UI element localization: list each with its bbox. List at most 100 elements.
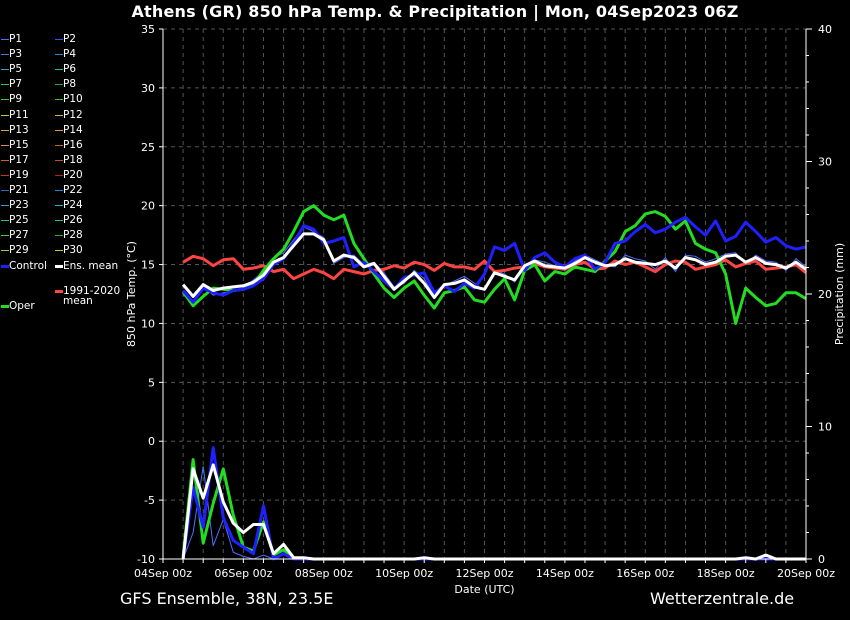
legend-swatch: [55, 264, 63, 268]
legend-label: P4: [63, 48, 77, 61]
legend-swatch: [1, 54, 9, 56]
y-tick-label: 25: [141, 141, 155, 154]
legend-swatch: [1, 205, 9, 207]
legend-label: P12: [63, 108, 83, 121]
y-axis-label: 850 hPa Temp. (°C): [125, 241, 138, 347]
legend-label: P20: [63, 168, 83, 181]
x-tick-label: 16Sep 00z: [616, 567, 674, 580]
legend-swatch: [1, 235, 9, 237]
legend-swatch: [55, 290, 63, 294]
x-tick-label: 08Sep 00z: [295, 567, 353, 580]
legend-label: P26: [63, 214, 83, 227]
x-tick-label: 04Sep 00z: [134, 567, 192, 580]
x-tick-label: 14Sep 00z: [536, 567, 594, 580]
legend-swatch: [1, 84, 9, 86]
legend-swatch: [55, 129, 63, 131]
legend-swatch: [1, 99, 9, 101]
y2-axis-label: Precipitation (mm): [833, 243, 846, 345]
legend-label: P10: [63, 93, 83, 106]
y-tick-label: 15: [141, 259, 155, 272]
page-title: Athens (GR) 850 hPa Temp. & Precipitatio…: [131, 2, 739, 21]
legend-label: P8: [63, 78, 77, 91]
legend-swatch: [55, 190, 63, 191]
legend-swatch: [1, 114, 9, 116]
legend-label: P16: [63, 138, 83, 151]
legend-label: Control: [9, 259, 47, 272]
legend-label: P29: [9, 244, 29, 257]
legend-swatch: [55, 69, 63, 71]
y2-tick-label: 30: [818, 156, 832, 169]
legend-swatch: [55, 235, 63, 237]
legend-swatch: [1, 220, 9, 222]
x-tick-label: 18Sep 00z: [697, 567, 755, 580]
legend-swatch: [1, 190, 9, 191]
legend-swatch: [1, 129, 9, 131]
legend-label: P27: [9, 229, 29, 242]
legend-label: P21: [9, 184, 29, 196]
legend-swatch: [1, 174, 9, 176]
legend-swatch: [55, 220, 63, 222]
legend-label-climatology-line2: mean: [63, 295, 93, 308]
legend-swatch: [1, 264, 9, 268]
legend-label: P2: [63, 33, 77, 45]
legend-swatch: [55, 99, 63, 101]
x-tick-label: 10Sep 00z: [375, 567, 433, 580]
legend-label: P3: [9, 48, 23, 61]
y2-tick-label: 20: [818, 288, 832, 301]
y-tick-label: 20: [141, 200, 155, 213]
member-precip-line: [182, 466, 806, 560]
y-tick-label: 10: [141, 317, 155, 330]
legend-label: P7: [9, 78, 23, 91]
legend-label: P11: [9, 108, 29, 121]
legend-swatch: [1, 159, 9, 161]
y-tick-label: 5: [148, 376, 155, 389]
y-tick-label: 30: [141, 82, 155, 95]
legend-label: P14: [63, 123, 83, 136]
legend-label: P5: [9, 63, 23, 76]
legend-swatch: [55, 54, 63, 56]
legend-label: P23: [9, 199, 29, 212]
grid: [162, 28, 807, 560]
legend-label: P6: [63, 63, 77, 76]
legend-swatch: [55, 144, 63, 146]
y-tick-label: -5: [144, 494, 155, 507]
legend-swatch: [55, 84, 63, 86]
y-tick-label: -10: [137, 553, 155, 566]
axes: -10 -5 0 5 10 15 20 25 30 35 0 10 20 30 40 04Sep 00z 06S…: [125, 23, 846, 596]
legend-swatch: [55, 159, 63, 161]
x-axis-label: Date (UTC): [454, 583, 514, 596]
y-tick-label: 35: [141, 23, 155, 36]
legend-swatch: [1, 305, 9, 309]
x-tick-label: 06Sep 00z: [214, 567, 272, 580]
footer-model-info: GFS Ensemble, 38N, 23.5E: [120, 589, 334, 608]
legend-label: P13: [9, 123, 29, 136]
precip-series-line: [181, 463, 806, 561]
legend-swatch: [55, 114, 63, 116]
y-tick-label: 0: [148, 435, 155, 448]
legend-label: P25: [9, 214, 29, 227]
legend-label: P22: [63, 184, 83, 196]
legend-label: P19: [9, 168, 29, 181]
footer-source: Wetterzentrale.de: [650, 589, 795, 608]
legend-label: Oper: [9, 300, 35, 313]
legend-label: 1991-2020: [63, 285, 121, 298]
legend-swatch: [1, 250, 9, 252]
temp-series-line: [181, 232, 807, 299]
legend-label: P18: [63, 153, 83, 166]
legend-label: Ens. mean: [63, 259, 119, 272]
legend-label: P24: [63, 199, 83, 212]
temp-series-line: [181, 204, 807, 325]
legend: P1 P2 P3 P4 P5 P6 P7 P8 P9 P10 P11 P12 P13 P14 P15 P16 P…: [0, 32, 125, 322]
precip-series-line: [181, 446, 806, 561]
legend-swatch: [55, 174, 63, 176]
y2-tick-label: 40: [818, 23, 832, 36]
legend-label: P17: [9, 153, 29, 166]
legend-swatch: [55, 205, 63, 207]
x-tick-label: 12Sep 00z: [456, 567, 514, 580]
y2-tick-label: 0: [818, 553, 825, 566]
legend-label: P15: [9, 138, 29, 151]
legend-label: P28: [63, 229, 83, 242]
precip-series-line: [181, 458, 806, 561]
legend-label: P1: [9, 33, 23, 45]
